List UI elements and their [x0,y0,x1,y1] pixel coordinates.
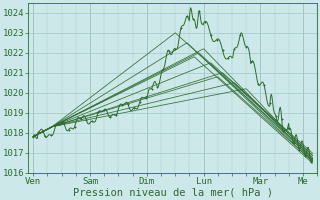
X-axis label: Pression niveau de la mer( hPa ): Pression niveau de la mer( hPa ) [73,187,273,197]
